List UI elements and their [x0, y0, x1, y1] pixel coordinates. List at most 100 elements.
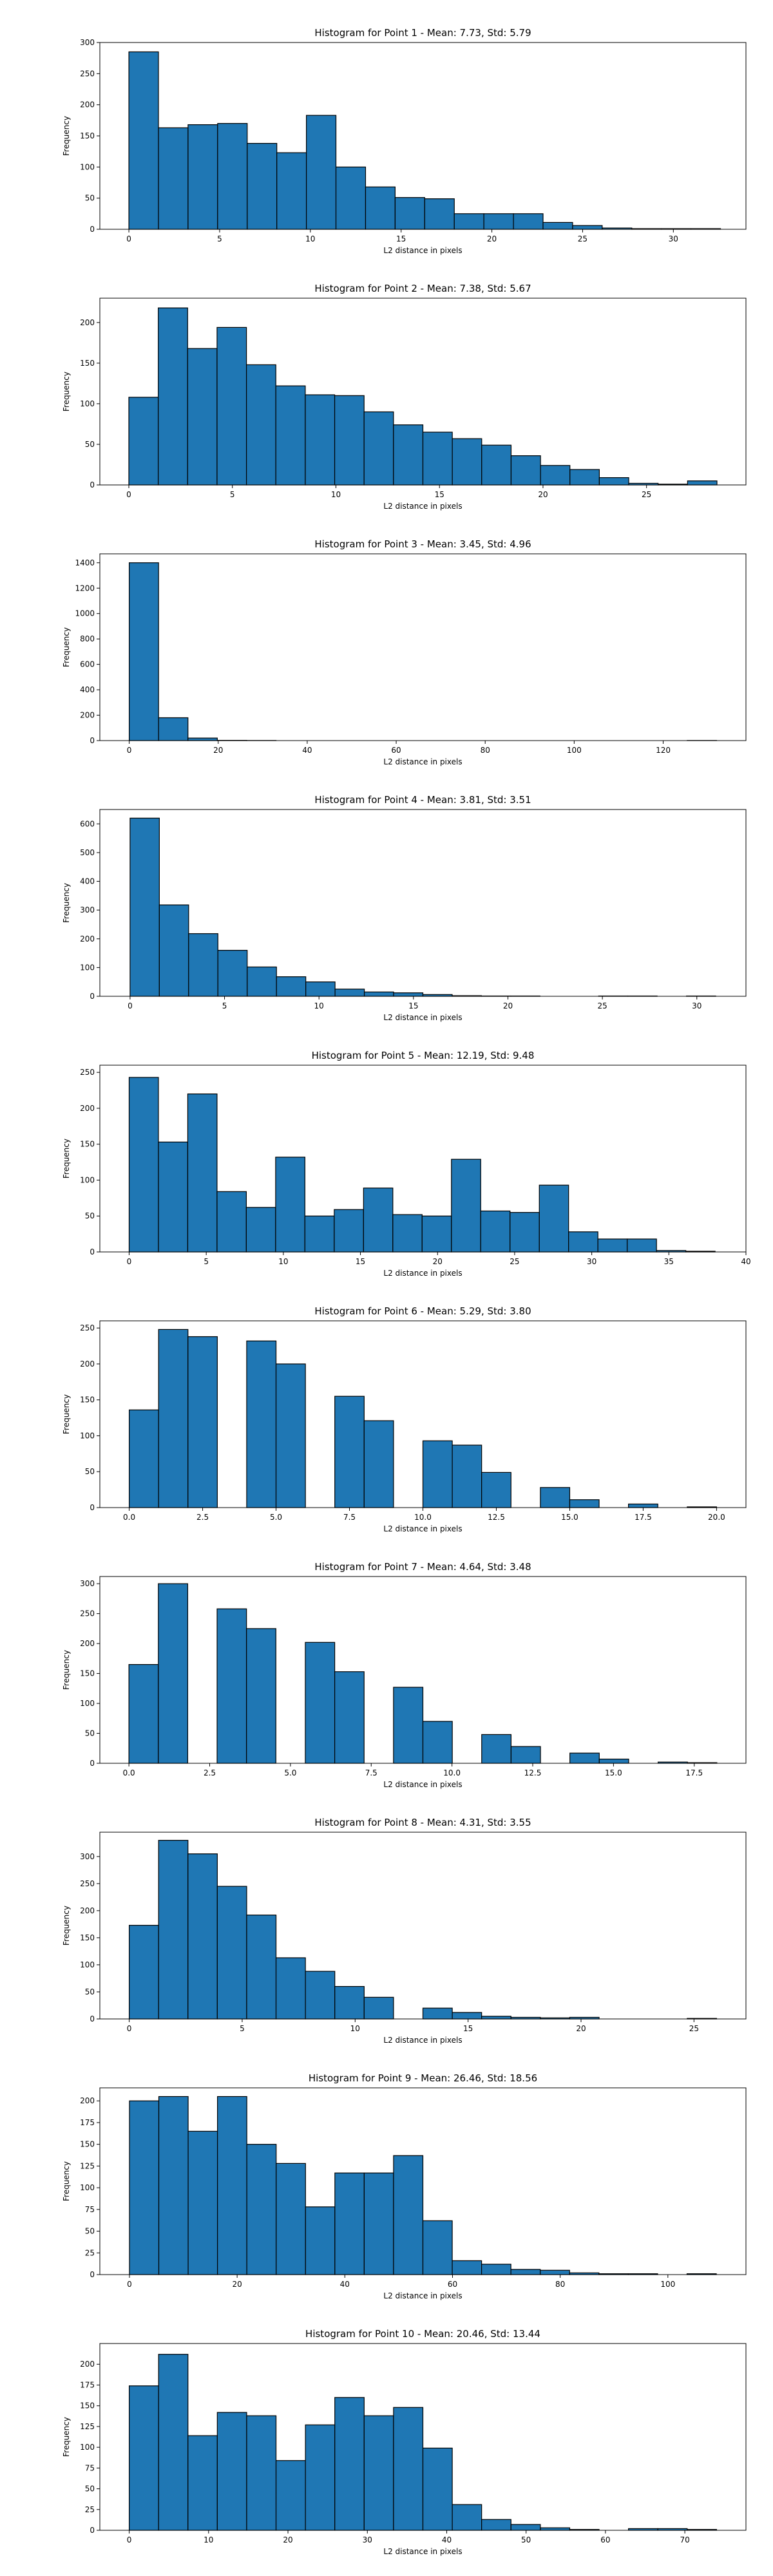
histogram-bar [510, 2524, 541, 2531]
histogram-bar [245, 1207, 276, 1253]
y-tick-label: 50 [85, 2227, 95, 2236]
histogram-panel-9: Histogram for Point 9 - Mean: 26.46, Std… [62, 2072, 747, 2300]
y-tick-label: 150 [80, 1669, 95, 1678]
y-tick-label: 100 [80, 2443, 95, 2452]
histogram-bar [187, 1094, 218, 1253]
x-tick-label: 5 [240, 2024, 245, 2033]
histogram-bar [334, 989, 365, 997]
x-tick-label: 20.0 [708, 1513, 725, 1522]
chart-title-4: Histogram for Point 4 - Mean: 3.81, Std:… [314, 794, 531, 806]
x-tick-label: 10.0 [414, 1513, 432, 1522]
histogram-bar [275, 385, 306, 486]
x-tick-label: 20 [538, 490, 548, 499]
histogram-bar [481, 1734, 512, 1764]
histogram-bar [334, 2397, 365, 2531]
histogram-bar [187, 124, 218, 230]
y-tick-label: 100 [80, 1175, 95, 1184]
histogram-bar [304, 1215, 335, 1253]
x-axis-label: L2 distance in pixels [383, 2547, 462, 2556]
histogram-bar [510, 1746, 541, 1764]
x-tick-label: 5 [230, 490, 235, 499]
y-tick-label: 0 [90, 2270, 95, 2279]
x-tick-label: 5.0 [270, 1513, 282, 1522]
x-tick-label: 0 [127, 2535, 132, 2544]
y-tick-label: 50 [85, 1211, 95, 1220]
histogram-bar [363, 2172, 394, 2275]
y-tick-label: 50 [85, 1987, 95, 1996]
x-tick-label: 20 [487, 234, 497, 243]
x-tick-label: 12.5 [524, 1768, 542, 1777]
x-axis-label: L2 distance in pixels [383, 2036, 462, 2045]
y-tick-label: 250 [80, 1609, 95, 1618]
histogram-bar [246, 1340, 277, 1508]
histogram-bar [513, 213, 544, 230]
histogram-bar [422, 2007, 453, 2020]
histogram-bar [247, 143, 278, 230]
histogram-bar [187, 1853, 218, 2020]
y-tick-label: 200 [80, 100, 95, 109]
histogram-bar [393, 2155, 424, 2275]
histogram-bar [363, 1420, 394, 1508]
histogram-bar [569, 1752, 600, 1764]
x-tick-label: 60 [391, 746, 401, 755]
histogram-bar [158, 2354, 189, 2531]
x-tick-label: 10 [350, 2024, 360, 2033]
histogram-bar [128, 1077, 159, 1253]
histogram-bar [510, 1212, 540, 1253]
histogram-bar [276, 2163, 306, 2275]
y-tick-label: 50 [85, 2485, 95, 2494]
histogram-bar [424, 198, 455, 230]
x-tick-label: 10 [314, 1001, 324, 1010]
histogram-bar [481, 2264, 511, 2275]
x-tick-label: 10 [278, 1257, 288, 1266]
histogram-bar [158, 1840, 189, 2020]
y-tick-label: 300 [80, 905, 95, 914]
x-tick-label: 100 [660, 2280, 675, 2289]
x-tick-label: 0.0 [123, 1513, 135, 1522]
x-tick-label: 2.5 [196, 1513, 209, 1522]
x-tick-label: 7.5 [343, 1513, 356, 1522]
plot-frame [99, 553, 747, 741]
x-tick-label: 25 [578, 234, 587, 243]
y-tick-label: 0 [90, 2014, 95, 2023]
histogram-bar [539, 1184, 569, 1253]
x-tick-label: 15 [396, 234, 406, 243]
y-tick-label: 200 [80, 1906, 95, 1915]
histogram-bar [158, 1329, 189, 1508]
y-tick-label: 150 [80, 2140, 95, 2149]
y-tick-label: 800 [80, 634, 95, 643]
y-tick-label: 150 [80, 1933, 95, 1942]
histogram-bar [394, 197, 425, 230]
y-tick-label: 150 [80, 1396, 95, 1405]
x-tick-label: 10 [204, 2535, 213, 2544]
x-tick-label: 10.0 [443, 1768, 461, 1777]
y-tick-label: 250 [80, 1879, 95, 1888]
histogram-bar [363, 1996, 394, 2020]
y-tick-label: 75 [85, 2463, 95, 2472]
chart-title-3: Histogram for Point 3 - Mean: 3.45, Std:… [314, 538, 531, 550]
x-axis-label: L2 distance in pixels [383, 2291, 462, 2300]
y-tick-label: 200 [80, 1104, 95, 1113]
histogram-panel-10: Histogram for Point 10 - Mean: 20.46, St… [62, 2328, 747, 2556]
histogram-bar [334, 1985, 365, 2020]
y-axis-label: Frequency [62, 1650, 71, 1690]
chart-title-1: Histogram for Point 1 - Mean: 7.73, Std:… [314, 27, 531, 39]
histogram-bar [393, 992, 424, 997]
histogram-bar [452, 2260, 482, 2275]
x-tick-label: 60 [600, 2535, 610, 2544]
y-tick-label: 200 [80, 711, 95, 720]
histogram-bar [246, 2144, 277, 2275]
histogram-bar [128, 1924, 159, 2020]
x-tick-label: 0 [126, 490, 131, 499]
x-tick-label: 0 [127, 2280, 132, 2289]
x-tick-label: 17.5 [635, 1513, 652, 1522]
y-axis-label: Frequency [62, 2417, 71, 2457]
histogram-bar [216, 1191, 247, 1253]
y-tick-label: 600 [80, 660, 95, 669]
y-axis-label: Frequency [62, 116, 71, 156]
y-tick-label: 175 [80, 2380, 95, 2389]
histogram-bar [481, 444, 512, 486]
x-tick-label: 25 [642, 490, 651, 499]
histogram-bar [334, 1396, 365, 1508]
histogram-bar [334, 1209, 364, 1253]
